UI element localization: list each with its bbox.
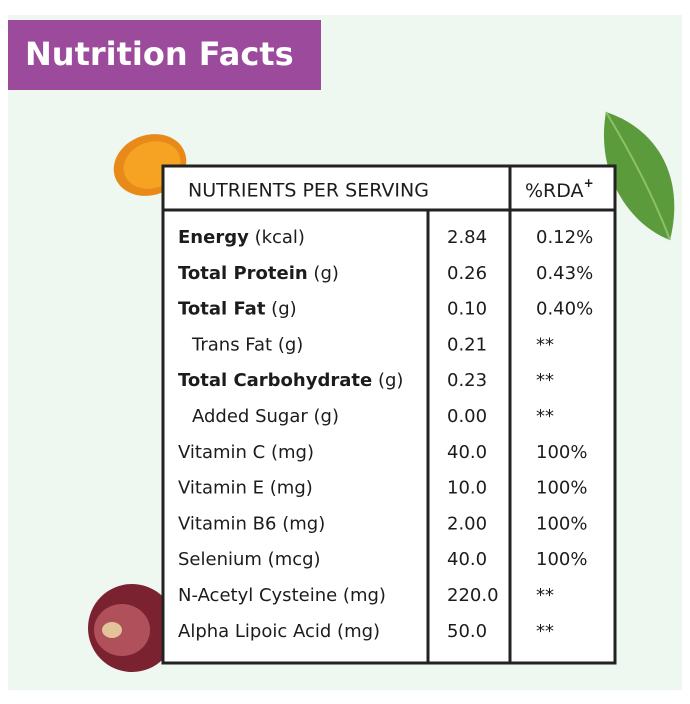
nutrient-label: Vitamin C: [178, 442, 265, 463]
nutrient-unit: (g): [278, 334, 303, 355]
table-body: Energy (kcal) 2.84 0.12% Total Protein (g) 0…: [178, 227, 593, 642]
nutrient-label: Energy: [178, 227, 249, 248]
nutrient-label: Added Sugar: [192, 406, 308, 427]
amount: 220.0: [447, 585, 499, 606]
title: Nutrition Facts: [25, 35, 294, 73]
nutrient-name: Vitamin C (mg): [178, 442, 314, 463]
nutrient-unit: (mg): [271, 442, 314, 463]
nutrient-unit: (mg): [282, 513, 325, 534]
nutrient-unit: (mcg): [268, 549, 321, 570]
nutrient-unit: (g): [313, 263, 338, 284]
nutrient-name: Vitamin B6 (mg): [178, 513, 325, 534]
nutrient-name: Total Protein (g): [178, 263, 339, 284]
rda-value: 100%: [536, 478, 587, 499]
rda-header: %RDA: [525, 180, 584, 202]
column-header: %RDA+: [525, 176, 594, 202]
rda-value: 0.43%: [536, 263, 593, 284]
nutrient-unit: (mg): [343, 585, 386, 606]
nutrient-name: Selenium (mcg): [178, 549, 321, 570]
nutrient-label: Vitamin B6: [178, 513, 276, 534]
rda-value: 100%: [536, 442, 587, 463]
amount: 10.0: [447, 478, 487, 499]
amount: 2.84: [447, 227, 487, 248]
grape-half: [88, 584, 176, 672]
nutrient-name: Trans Fat (g): [191, 334, 303, 355]
rda-value: **: [536, 370, 554, 391]
nutrient-name: Energy (kcal): [178, 227, 305, 248]
rda-value: 100%: [536, 549, 587, 570]
table-frame: [161, 164, 617, 665]
nutrient-unit: (g): [314, 406, 339, 427]
amount: 50.0: [447, 621, 487, 642]
amount: 40.0: [447, 442, 487, 463]
rda-value: 0.40%: [536, 299, 593, 320]
amount: 0.10: [447, 299, 487, 320]
rda-value: **: [536, 334, 554, 355]
amount: 0.00: [447, 406, 487, 427]
amount: 0.21: [447, 334, 487, 355]
amount: 40.0: [447, 549, 487, 570]
nutrient-label: Total Protein: [178, 263, 308, 284]
nutrient-name: Added Sugar (g): [192, 406, 339, 427]
nutrient-name: Total Fat (g): [178, 299, 297, 320]
nutrient-name: Total Carbohydrate (g): [178, 370, 403, 391]
rda-mark: +: [584, 176, 594, 190]
nutrient-label: Trans Fat: [191, 334, 272, 355]
nutrient-unit: (kcal): [255, 227, 305, 248]
title-banner: [8, 20, 321, 90]
nutrient-label: Total Carbohydrate: [178, 370, 372, 391]
amount: 0.26: [447, 263, 487, 284]
nutrient-label: Alpha Lipoic Acid: [178, 621, 331, 642]
column-header: NUTRIENTS PER SERVING: [188, 180, 429, 202]
rda-value: **: [536, 621, 554, 642]
basil-leaf: [603, 111, 675, 241]
nutrient-name: Alpha Lipoic Acid (mg): [178, 621, 380, 642]
nutrient-label: Vitamin E: [178, 478, 264, 499]
rda-value: 0.12%: [536, 227, 593, 248]
nutrient-unit: (mg): [337, 621, 380, 642]
nutrient-label: Selenium: [178, 549, 262, 570]
nutrient-name: Vitamin E (mg): [178, 478, 313, 499]
nutrient-label: Total Fat: [178, 299, 266, 320]
rda-value: **: [536, 585, 554, 606]
nutrient-unit: (mg): [270, 478, 313, 499]
nutrient-label: N-Acetyl Cysteine: [178, 585, 337, 606]
amount: 2.00: [447, 513, 487, 534]
nutrient-unit: (g): [271, 299, 296, 320]
amount: 0.23: [447, 370, 487, 391]
nutrient-name: N-Acetyl Cysteine (mg): [178, 585, 386, 606]
nutrient-unit: (g): [378, 370, 403, 391]
rda-value: **: [536, 406, 554, 427]
rda-value: 100%: [536, 513, 587, 534]
